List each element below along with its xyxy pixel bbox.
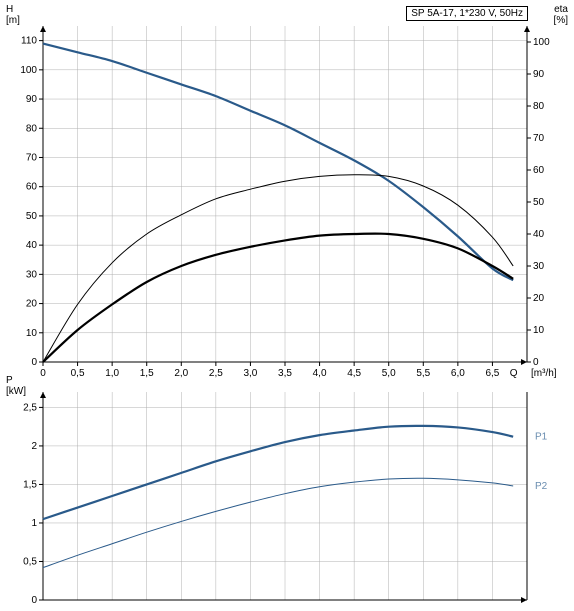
svg-text:10: 10	[533, 325, 545, 336]
svg-text:0: 0	[31, 357, 37, 368]
axis-label-H: H [m]	[6, 4, 20, 26]
svg-text:50: 50	[26, 211, 38, 222]
svg-text:40: 40	[533, 229, 545, 240]
axis-label-P: P [kW]	[6, 375, 26, 397]
chart-svg: 0102030405060708090100110010203040506070…	[0, 0, 574, 611]
svg-text:Q: Q	[510, 368, 518, 379]
svg-text:2: 2	[31, 441, 37, 452]
svg-text:5,5: 5,5	[416, 368, 430, 379]
svg-text:100: 100	[533, 37, 550, 48]
svg-text:[m³/h]: [m³/h]	[531, 368, 557, 379]
curve-head	[43, 44, 513, 281]
label-p1: P1	[535, 432, 548, 443]
svg-text:2,5: 2,5	[209, 368, 223, 379]
svg-text:50: 50	[533, 197, 545, 208]
chart-title-box: SP 5A-17, 1*230 V, 50Hz	[406, 6, 528, 21]
svg-text:10: 10	[26, 328, 38, 339]
svg-text:0: 0	[533, 357, 539, 368]
svg-text:4,0: 4,0	[313, 368, 327, 379]
svg-text:1,0: 1,0	[105, 368, 119, 379]
chart-title: SP 5A-17, 1*230 V, 50Hz	[411, 8, 523, 19]
curve-eta1	[43, 175, 513, 362]
svg-text:30: 30	[533, 261, 545, 272]
svg-text:4,5: 4,5	[347, 368, 361, 379]
svg-text:20: 20	[533, 293, 545, 304]
svg-text:60: 60	[533, 165, 545, 176]
svg-text:3,0: 3,0	[243, 368, 257, 379]
svg-text:2,5: 2,5	[23, 402, 37, 413]
svg-text:0: 0	[40, 368, 46, 379]
svg-text:90: 90	[533, 69, 545, 80]
svg-text:30: 30	[26, 269, 38, 280]
svg-text:20: 20	[26, 299, 38, 310]
svg-text:0,5: 0,5	[23, 556, 37, 567]
svg-text:90: 90	[26, 94, 38, 105]
pump-chart-container: 0102030405060708090100110010203040506070…	[0, 0, 574, 611]
svg-text:6,0: 6,0	[451, 368, 465, 379]
svg-text:110: 110	[21, 36, 37, 47]
svg-text:6,5: 6,5	[485, 368, 499, 379]
svg-text:70: 70	[533, 133, 545, 144]
curve-p1	[43, 426, 513, 519]
svg-text:60: 60	[26, 182, 38, 193]
svg-text:80: 80	[26, 123, 38, 134]
svg-text:0: 0	[31, 595, 37, 606]
curve-eta2	[43, 234, 513, 362]
svg-text:2,0: 2,0	[174, 368, 188, 379]
svg-text:5,0: 5,0	[382, 368, 396, 379]
svg-text:0,5: 0,5	[71, 368, 85, 379]
axis-label-eta: eta [%]	[554, 4, 568, 26]
svg-text:3,5: 3,5	[278, 368, 292, 379]
svg-text:100: 100	[20, 65, 37, 76]
svg-text:1: 1	[31, 518, 37, 529]
svg-text:80: 80	[533, 101, 545, 112]
label-p2: P2	[535, 481, 548, 492]
svg-text:1,5: 1,5	[23, 479, 37, 490]
svg-text:70: 70	[26, 152, 38, 163]
svg-text:1,5: 1,5	[140, 368, 154, 379]
svg-text:40: 40	[26, 240, 38, 251]
